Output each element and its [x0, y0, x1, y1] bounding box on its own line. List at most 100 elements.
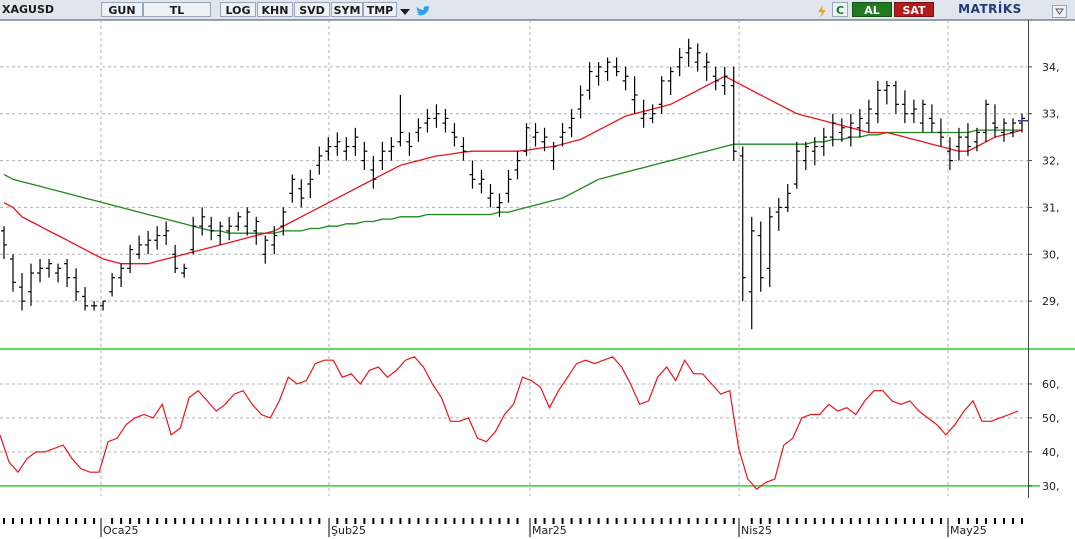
ohlc-bar-54 [487, 184, 494, 208]
khn-button[interactable]: KHN [257, 2, 293, 17]
buy-button[interactable]: AL [852, 2, 892, 17]
rsi-tick-label-40: 40, [1042, 446, 1060, 459]
ohlc-bar-111 [1000, 118, 1007, 142]
ohlc-bar-64 [577, 85, 584, 119]
ohlc-bar-57 [514, 151, 521, 180]
ohlc-bar-48 [433, 104, 440, 128]
price-tick-label-32: 32, [1042, 155, 1060, 168]
panel-dividers [0, 20, 1075, 498]
brand-logo: MATRİKS [958, 2, 1022, 16]
ohlc-bar-14 [127, 244, 134, 274]
ohlc-bar-41 [370, 155, 377, 189]
price-tick-label-34: 34, [1042, 61, 1060, 74]
ohlc-bar-109 [982, 99, 989, 142]
ohlc-bar-7 [64, 258, 71, 288]
x-month-label-1: Şub25 [331, 524, 366, 537]
ohlc-bar-26 [235, 212, 242, 231]
log-button[interactable]: LOG [220, 2, 256, 17]
ohlc-bar-108 [973, 127, 980, 152]
ohlc-bar-38 [343, 137, 350, 161]
ohlc-bar-17 [154, 226, 161, 250]
ohlc-bar-99 [892, 80, 899, 114]
ohlc-bar-10 [91, 301, 98, 311]
rsi-tick-label-60: 60, [1042, 378, 1060, 391]
lightning-icon[interactable] [815, 3, 829, 18]
grid-lines [0, 20, 1028, 496]
ohlc-bar-92 [829, 113, 836, 147]
rsi-line [0, 356, 1019, 491]
ohlc-bar-43 [388, 137, 395, 161]
ohlc-bar-12 [109, 273, 116, 297]
ohlc-bar-110 [991, 104, 998, 138]
ohlc-bar-112 [1009, 118, 1016, 138]
x-month-label-0: Oca25 [103, 524, 138, 537]
currency-button[interactable]: TL [143, 2, 211, 17]
x-month-label-3: Nis25 [741, 524, 772, 537]
ohlc-bar-104 [937, 118, 944, 147]
ohlc-bar-100 [901, 90, 908, 124]
ohlc-bar-84 [757, 221, 764, 292]
ohlc-bar-73 [658, 76, 665, 114]
ohlc-bar-78 [703, 52, 710, 81]
ohlc-bar-4 [37, 258, 44, 283]
ohlc-bar-80 [721, 66, 728, 95]
ohlc-bar-66 [595, 62, 602, 86]
ohlc-bar-8 [73, 268, 80, 302]
ohlc-bar-75 [676, 48, 683, 77]
ohlc-bar-46 [415, 118, 422, 142]
rsi-series [0, 356, 1019, 491]
price-tick-label-31: 31, [1042, 201, 1060, 214]
ohlc-bar-20 [181, 263, 188, 278]
ohlc-bar-71 [640, 99, 647, 128]
ohlc-bar-72 [649, 104, 656, 124]
refresh-icon[interactable]: C [832, 2, 848, 17]
collapse-icon[interactable] [1052, 3, 1068, 18]
ohlc-bar-83 [748, 216, 755, 330]
svd-button[interactable]: SVD [294, 2, 330, 17]
ma-long-line [3, 129, 1022, 234]
ohlc-bar-77 [694, 43, 701, 72]
chart-toolbar: XAGUSD GUN TL LOG KHN SVD SYM TMP C AL S… [0, 0, 1075, 20]
ohlc-bar-50 [451, 123, 458, 147]
sym-button[interactable]: SYM [331, 2, 363, 17]
rsi-tick-label-30: 30, [1042, 480, 1060, 493]
ohlc-bar-98 [883, 80, 890, 105]
ohlc-bar-16 [145, 230, 152, 255]
ohlc-bar-45 [406, 132, 413, 156]
tmp-button[interactable]: TMP [363, 2, 397, 17]
ohlc-bar-61 [550, 141, 557, 170]
dropdown-arrow-icon[interactable] [398, 3, 412, 16]
ohlc-bar-37 [334, 132, 341, 156]
ohlc-bar-44 [397, 94, 404, 147]
ohlc-bar-81 [730, 66, 737, 161]
ohlc-bar-5 [46, 258, 53, 278]
ohlc-bar-103 [928, 104, 935, 133]
ohlc-bar-94 [847, 113, 854, 147]
twitter-bird-icon[interactable] [414, 3, 432, 16]
ohlc-bar-69 [622, 66, 629, 91]
sell-button[interactable]: SAT [894, 2, 934, 17]
symbol-label[interactable]: XAGUSD [2, 3, 55, 16]
x-month-label-4: May25 [950, 524, 987, 537]
ohlc-bar-29 [262, 235, 269, 264]
ohlc-bar-18 [163, 221, 170, 245]
ohlc-bar-23 [208, 216, 215, 241]
ohlc-bar-25 [226, 216, 233, 241]
ohlc-bar-62 [559, 123, 566, 147]
ohlc-bar-36 [325, 137, 332, 161]
ohlc-bar-79 [712, 66, 719, 91]
ohlc-bar-76 [685, 38, 692, 67]
ohlc-bar-34 [307, 169, 314, 199]
ohlc-bar-63 [568, 109, 575, 138]
ohlc-bar-67 [604, 57, 611, 81]
ohlc-bar-30 [271, 226, 278, 255]
ohlc-bar-51 [460, 137, 467, 161]
period-button[interactable]: GUN [101, 2, 143, 17]
ohlc-bar-60 [541, 127, 548, 152]
ohlc-bar-40 [361, 141, 368, 170]
ohlc-bar-2 [19, 273, 26, 311]
ohlc-bar-56 [505, 169, 512, 203]
y-axis: 29, 30, 31, 32, 33, 34, 30, 40, 50, 60, [1028, 61, 1060, 493]
ohlc-bar-39 [352, 127, 359, 156]
ohlc-bar-95 [856, 109, 863, 138]
